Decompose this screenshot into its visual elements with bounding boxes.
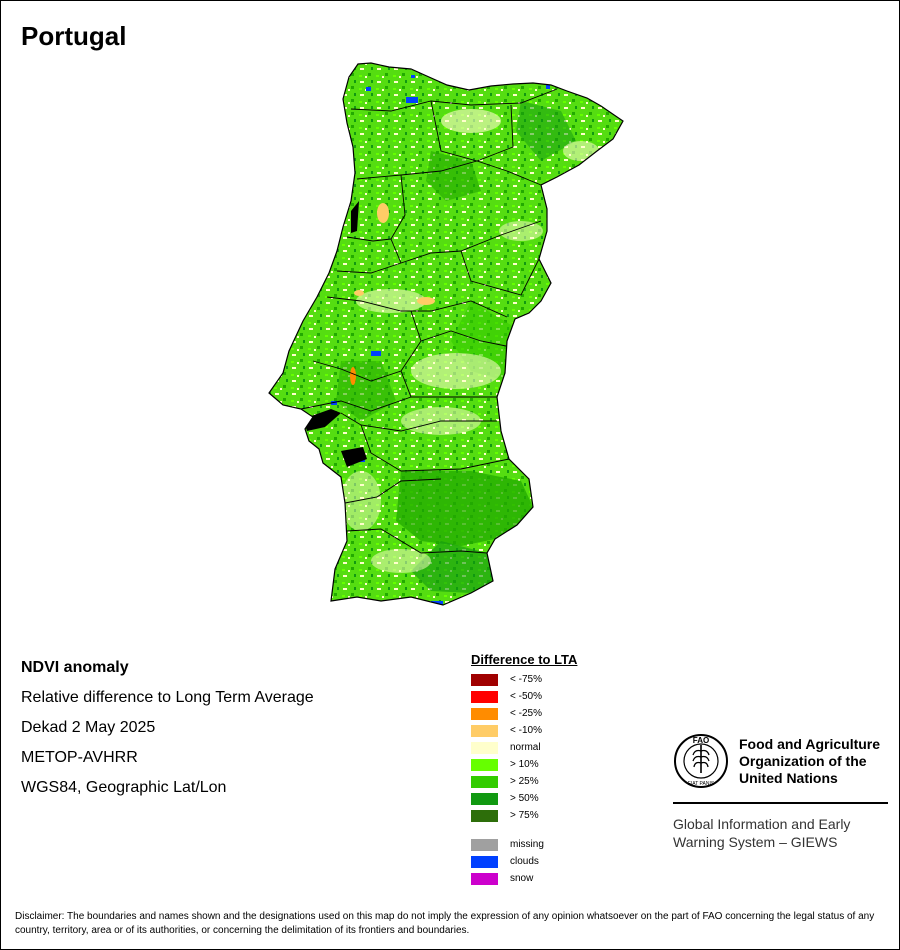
legend-swatch [471,810,498,822]
legend-item: normal [471,740,577,757]
legend-swatch [471,708,498,720]
disclaimer: Disclaimer: The boundaries and names sho… [15,911,875,936]
legend-swatch [471,776,498,788]
fao-logo-icon: FAO FIAT PANIS [674,734,728,788]
legend-item: < -25% [471,706,577,723]
legend-item: < -10% [471,723,577,740]
logo-motto: FIAT PANIS [688,781,715,787]
legend-title: Difference to LTA [471,652,578,667]
legend-label: snow [510,873,534,884]
legend-swatch [471,856,498,868]
map-info: NDVI anomaly Relative difference to Long… [21,657,314,807]
legend-label: < -50% [510,691,542,702]
info-line-projection: WGS84, Geographic Lat/Lon [21,779,227,796]
legend-label: < -10% [510,725,542,736]
divider [673,802,888,804]
legend-label: missing [510,839,544,850]
legend-item: < -50% [471,689,577,706]
legend-gap [471,825,577,837]
legend-swatch [471,725,498,737]
legend-swatch [471,759,498,771]
portugal-map [268,62,624,606]
legend-item: > 50% [471,791,577,808]
legend-item: missing [471,837,577,854]
info-line-sensor: METOP-AVHRR [21,749,138,766]
legend-label: normal [510,742,541,753]
legend-swatch [471,793,498,805]
legend-label: > 25% [510,776,539,787]
legend-item: > 10% [471,757,577,774]
map-title: Portugal [21,21,127,51]
giews-label: Global Information and Early Warning Sys… [673,815,850,851]
legend-label: > 10% [510,759,539,770]
legend-label: < -25% [510,708,542,719]
giews-line: Global Information and Early [673,816,851,832]
legend-label: > 75% [510,810,539,821]
legend-item: > 25% [471,774,577,791]
legend-swatch [471,742,498,754]
logo-letters: FAO [693,736,709,745]
org-name-line: United Nations [739,770,838,786]
legend-item: snow [471,871,577,888]
district-boundaries [300,88,558,554]
org-name-line: Organization of the [739,753,867,769]
legend-label: clouds [510,856,539,867]
map-legend: Difference to LTA < -75% < -50% < -25% <… [471,652,577,888]
info-line-period: Dekad 2 May 2025 [21,719,156,736]
legend-item: > 75% [471,808,577,825]
info-heading: NDVI anomaly [21,659,129,676]
info-line-description: Relative difference to Long Term Average [21,689,314,706]
giews-line: Warning System – GIEWS [673,834,838,850]
legend-swatch [471,839,498,851]
legend-swatch [471,674,498,686]
legend-label: > 50% [510,793,539,804]
legend-swatch [471,873,498,885]
legend-item: clouds [471,854,577,871]
org-name-line: Food and Agriculture [739,736,881,752]
org-name: Food and Agriculture Organization of the… [739,736,880,787]
legend-swatch [471,691,498,703]
legend-label: < -75% [510,674,542,685]
legend-item: < -75% [471,672,577,689]
